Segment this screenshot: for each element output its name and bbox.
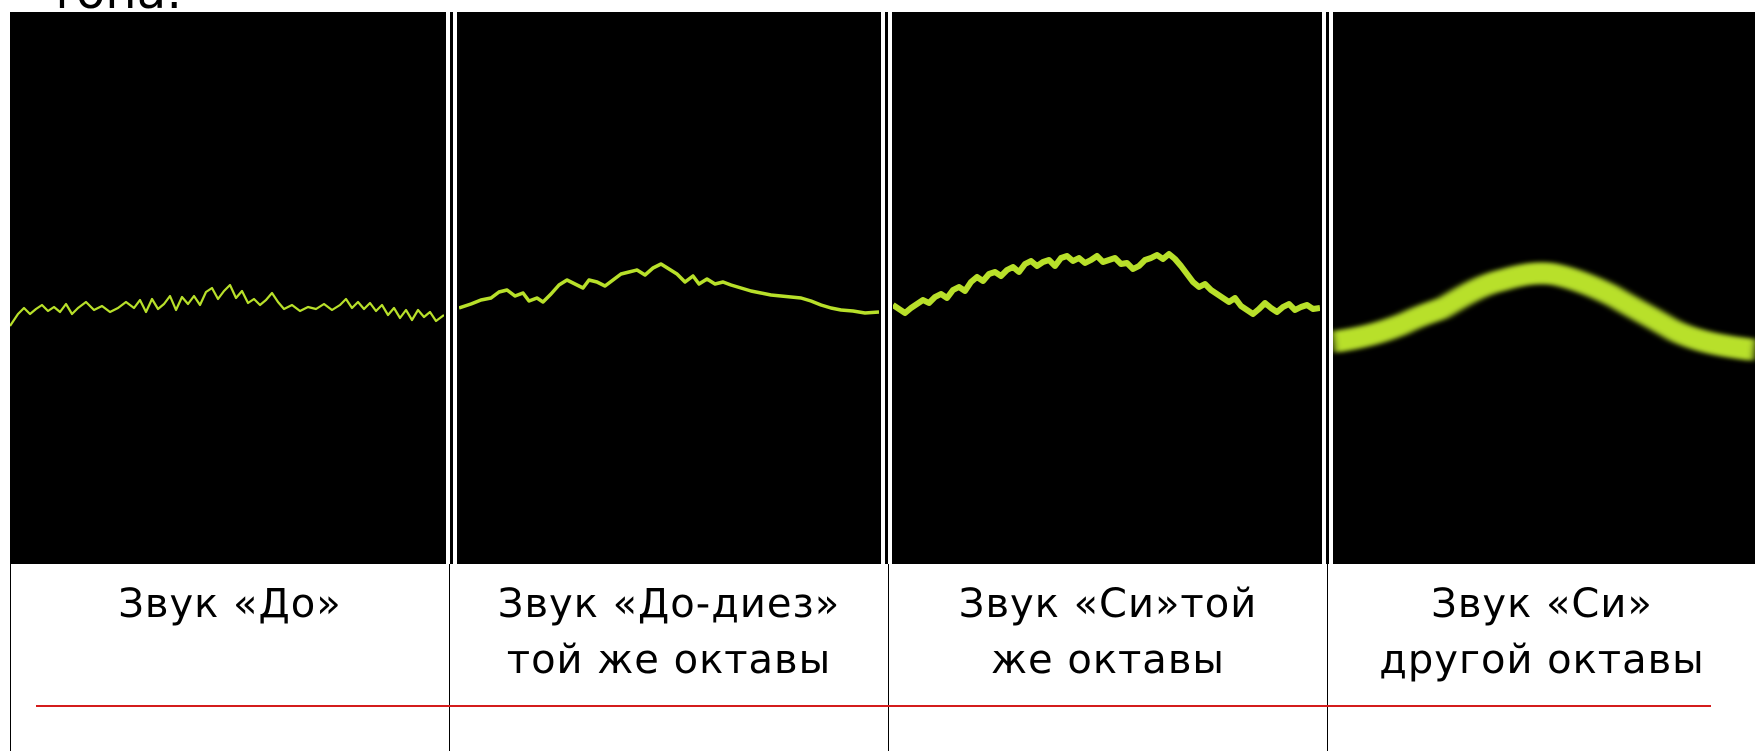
waveform-panel-si — [893, 12, 1320, 564]
caption-line-2: другой октавы — [1379, 637, 1705, 683]
caption-line-1: Звук «Си» — [1431, 581, 1653, 627]
panel-separator — [1320, 12, 1333, 564]
caption-line-1: Звук «До» — [118, 581, 342, 627]
caption-line-1: Звук «До-диез» — [497, 581, 841, 627]
waveform-do — [10, 283, 444, 327]
caption-line-2: той же октавы — [506, 637, 832, 683]
caption-cell-do: Звук «До» — [11, 564, 450, 751]
red-divider-line — [36, 705, 1711, 707]
caption-line-1: Звук «Си»той — [958, 581, 1258, 627]
waveform-si — [893, 251, 1320, 317]
panel-separator — [444, 12, 459, 564]
waveform-panel-do-sharp — [459, 12, 879, 564]
panel-separator — [879, 12, 893, 564]
caption-line-2: же октавы — [991, 637, 1225, 683]
caption-table: Звук «До» Звук «До-диез» той же октавы З… — [10, 564, 1755, 751]
caption-cell-do-sharp: Звук «До-диез» той же октавы — [450, 564, 889, 751]
waveform-panel-si-other — [1333, 12, 1755, 564]
waveform-panel-do — [10, 12, 444, 564]
waveform-si-other — [1333, 262, 1755, 361]
caption-cell-si-other: Звук «Си» другой октавы — [1328, 564, 1755, 751]
waveform-do-sharp — [459, 262, 879, 315]
caption-cell-si: Звук «Си»той же октавы — [889, 564, 1328, 751]
